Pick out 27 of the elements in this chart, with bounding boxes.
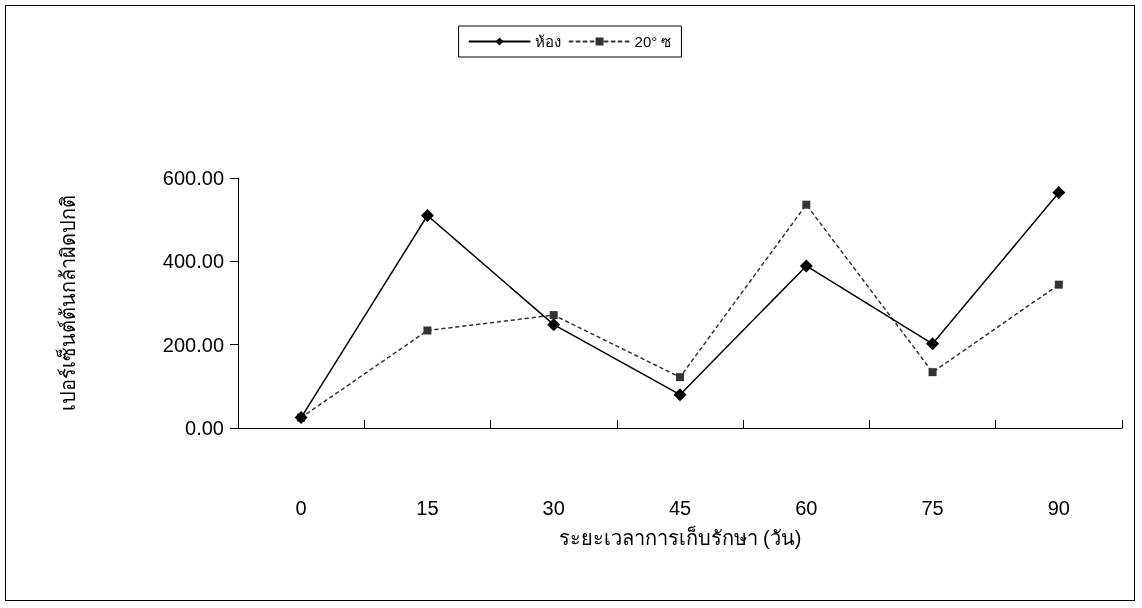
point <box>423 326 432 335</box>
legend-label: ห้อง <box>534 33 561 50</box>
point <box>676 373 684 382</box>
y-tick-label: 600.00 <box>162 167 224 189</box>
point <box>549 311 558 320</box>
y-tick-label: 400.00 <box>162 250 224 273</box>
x-tick-label: 45 <box>668 497 692 519</box>
x-tick-label: 60 <box>795 497 818 519</box>
point <box>547 318 561 332</box>
point <box>1052 186 1066 200</box>
point <box>926 337 940 351</box>
x-axis-title: ระยะเวลาการเก็บรักษา (วัน) <box>558 525 802 549</box>
point <box>802 200 811 209</box>
x-tick-label: 0 <box>295 497 307 519</box>
point <box>1054 280 1063 289</box>
point <box>799 259 813 273</box>
y-tick-label: 200.00 <box>162 333 224 356</box>
x-tick-label: 15 <box>416 497 439 519</box>
x-tick-label: 90 <box>1047 497 1070 519</box>
y-axis-title: เปอร์เซ็นต์ต้นกล้าผิดปกติ <box>55 195 79 411</box>
point <box>673 388 687 402</box>
x-tick-label: 30 <box>542 497 565 519</box>
legend-label: 20° ซ <box>634 33 672 50</box>
x-tick-label: 75 <box>921 497 944 519</box>
point <box>928 368 937 377</box>
point <box>420 209 434 222</box>
y-tick-label: 0.00 <box>185 417 224 439</box>
